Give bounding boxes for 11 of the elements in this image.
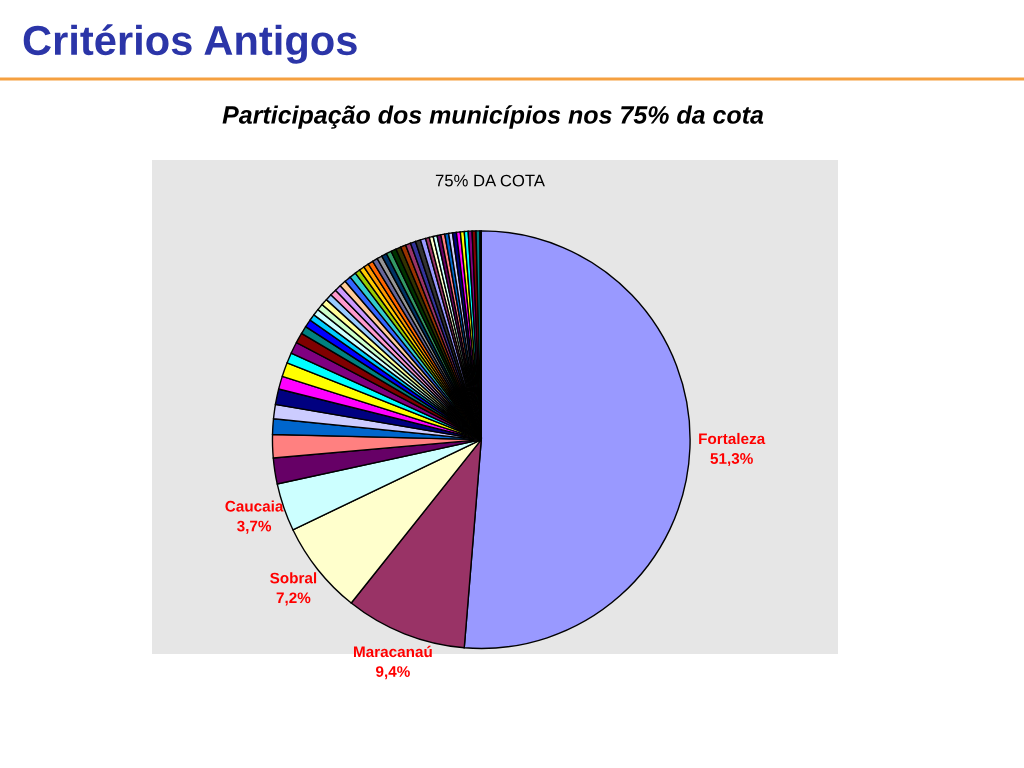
text: 75% DA COTA	[435, 174, 545, 187]
chart-subtitle: Participação dos municípios nos 75% da cota	[222, 105, 764, 129]
data-label: 9,4%	[376, 666, 410, 680]
slice-label: Sobral	[270, 572, 317, 584]
data-label: 3,7%	[237, 520, 272, 534]
data-label: 51,3%	[710, 453, 753, 467]
slice-label: Caucaia	[225, 500, 284, 512]
chart-title: Critérios Antigos	[23, 24, 357, 64]
data-label: 7,2%	[276, 592, 311, 606]
slice-label: Maracanaú	[353, 645, 432, 658]
slice-label: Fortaleza	[699, 432, 766, 445]
